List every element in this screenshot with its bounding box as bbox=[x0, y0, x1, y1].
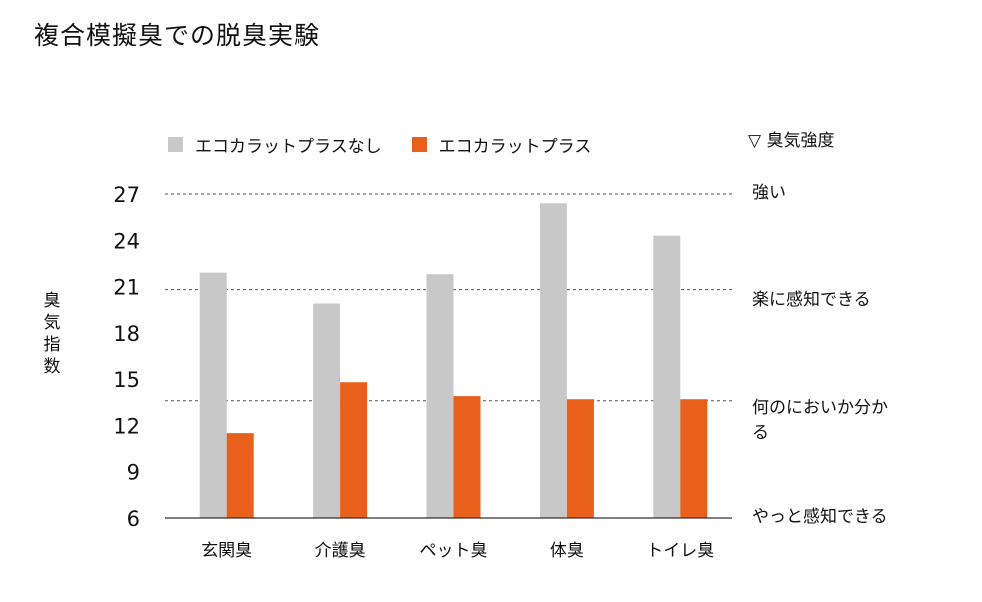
bar-without-3 bbox=[539, 203, 567, 518]
x-tick-label-1: 介護臭 bbox=[315, 541, 366, 561]
x-tick-label-0: 玄関臭 bbox=[201, 541, 252, 561]
bar-without-2 bbox=[426, 274, 454, 518]
legend-label-with: エコカラットプラス bbox=[438, 137, 592, 157]
legend-swatch-with bbox=[411, 137, 427, 152]
x-tick-label-3: 体臭 bbox=[550, 541, 584, 561]
intensity-level-strong: 強い bbox=[752, 183, 786, 203]
intensity-level-easily: 楽に感知できる bbox=[752, 290, 871, 310]
bar-without-1 bbox=[313, 303, 341, 518]
legend: エコカラットプラスなし エコカラットプラス bbox=[168, 132, 621, 157]
bar-with-2 bbox=[453, 396, 481, 518]
legend-item-without: エコカラットプラスなし bbox=[168, 132, 382, 157]
y-tick-label-21: 21 bbox=[113, 276, 140, 300]
y-axis-label: 臭気指数 bbox=[43, 291, 61, 377]
bar-with-1 bbox=[340, 382, 368, 518]
bar-without-4 bbox=[653, 235, 681, 518]
y-tick-label-15: 15 bbox=[113, 368, 140, 392]
intensity-level-barely: やっと感知できる bbox=[752, 507, 888, 527]
intensity-level-recognizable: 何のにおいか分かる bbox=[752, 398, 888, 443]
y-tick-label-18: 18 bbox=[113, 322, 140, 346]
x-tick-label-4: トイレ臭 bbox=[646, 541, 714, 561]
y-tick-label-24: 24 bbox=[113, 229, 140, 253]
legend-item-with: エコカラットプラス bbox=[411, 132, 592, 157]
bar-without-0 bbox=[199, 272, 227, 518]
x-tick-label-2: ペット臭 bbox=[420, 541, 488, 561]
bar-with-4 bbox=[680, 399, 708, 518]
legend-label-without: エコカラットプラスなし bbox=[195, 137, 382, 157]
y-tick-label-12: 12 bbox=[113, 414, 140, 438]
legend-swatch-without bbox=[168, 137, 183, 152]
bar-with-0 bbox=[226, 433, 254, 518]
y-tick-label-6: 6 bbox=[127, 507, 140, 531]
y-tick-label-9: 9 bbox=[127, 461, 140, 485]
chart-title: 複合模擬臭での脱臭実験 bbox=[34, 21, 321, 50]
intensity-scale-title: ▽ 臭気強度 bbox=[748, 131, 835, 151]
bar-with-3 bbox=[566, 399, 594, 518]
y-tick-label-27: 27 bbox=[113, 183, 140, 207]
